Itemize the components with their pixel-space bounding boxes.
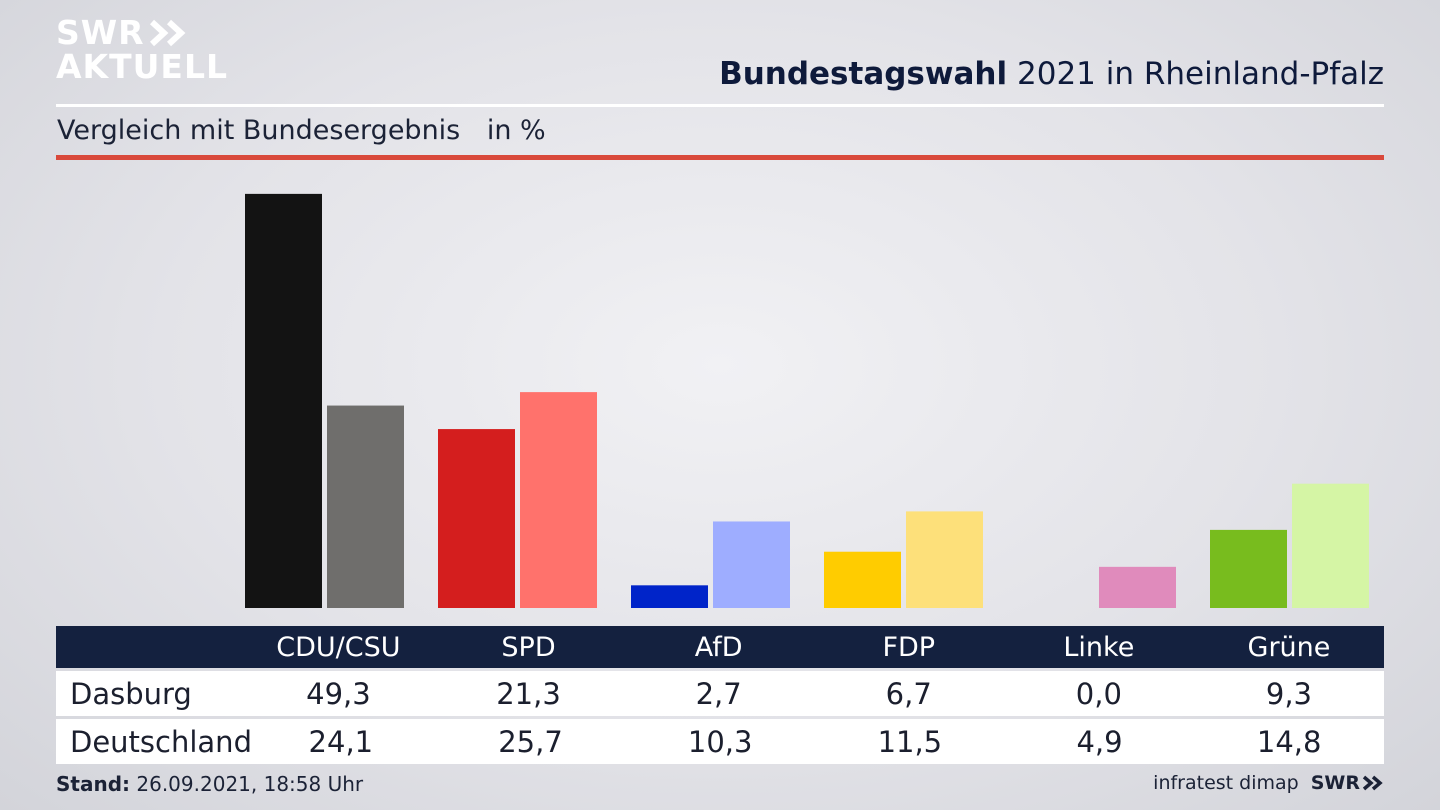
- title-rest: 2021 in Rheinland-Pfalz: [1017, 56, 1384, 92]
- page-title: Bundestagswahl 2021 in Rheinland-Pfalz: [719, 56, 1384, 92]
- bar-cducsu-dasburg: [245, 193, 322, 608]
- table-cell: 2,7: [695, 676, 742, 711]
- bar-afd-dasburg: [631, 585, 708, 608]
- stand-label: Stand:: [56, 772, 131, 796]
- title-bold: Bundestagswahl: [719, 56, 1008, 92]
- table-cell: 10,3: [687, 724, 753, 759]
- bar-cducsu-deutschland: [327, 405, 404, 608]
- bar-spd-deutschland: [520, 392, 597, 608]
- logo-aktuell-text: AKTUELL: [56, 47, 229, 86]
- table-cell: 14,8: [1256, 724, 1322, 759]
- bar-chart: [245, 193, 1369, 608]
- table-header-row: CDU/CSU SPD AfD FDP Linke Grüne: [56, 626, 1384, 668]
- column-header: Grüne: [1247, 631, 1331, 663]
- bar-spd-dasburg: [438, 429, 515, 608]
- bar-fdp-dasburg: [824, 551, 901, 608]
- column-header: CDU/CSU: [276, 631, 401, 663]
- table-cell: 9,3: [1265, 676, 1313, 711]
- table-cell: 4,9: [1076, 724, 1123, 759]
- logo-swr-text: SWR: [56, 13, 145, 52]
- swr-footer-logo: SWR: [1311, 772, 1384, 794]
- chart-subtitle: Vergleich mit Bundesergebnis in %: [57, 115, 546, 146]
- bar-linke-deutschland: [1099, 566, 1176, 608]
- row-label: Dasburg: [70, 676, 192, 711]
- swr-footer-text: SWR: [1310, 772, 1360, 794]
- subtitle-text: Vergleich mit Bundesergebnis: [57, 115, 461, 146]
- table-cell: 11,5: [877, 724, 943, 759]
- table-cell: 6,7: [885, 676, 932, 711]
- bar-grne-dasburg: [1210, 529, 1287, 608]
- subtitle-unit: in %: [486, 115, 546, 146]
- column-header: SPD: [501, 631, 556, 663]
- column-header: AfD: [694, 631, 743, 663]
- header-divider: [56, 104, 1384, 107]
- bar-afd-deutschland: [713, 521, 790, 608]
- bar-fdp-deutschland: [906, 511, 983, 608]
- column-header: FDP: [882, 631, 936, 663]
- bar-grne-deutschland: [1292, 483, 1369, 608]
- swr-aktuell-logo: SWR AKTUELL: [56, 16, 228, 84]
- accent-rule: [56, 155, 1384, 160]
- source-credit: infratest dimap SWR: [1153, 772, 1384, 794]
- double-chevron-icon: [149, 19, 186, 47]
- table-cell: 24,1: [308, 724, 374, 759]
- table-row-dasburg: Dasburg 49,3 21,3 2,7 6,7 0,0 9,3: [56, 671, 1384, 716]
- table-row-deutschland: Deutschland 24,1 25,7 10,3 11,5 4,9 14,8: [56, 719, 1384, 764]
- source-text: infratest dimap: [1153, 772, 1299, 794]
- results-table: CDU/CSU SPD AfD FDP Linke Grüne Dasburg …: [56, 626, 1384, 764]
- stand-value: 26.09.2021, 18:58 Uhr: [136, 772, 364, 796]
- column-header: Linke: [1063, 631, 1135, 663]
- row-label: Deutschland: [70, 724, 252, 759]
- timestamp: Stand: 26.09.2021, 18:58 Uhr: [56, 772, 363, 796]
- table-cell: 0,0: [1075, 676, 1122, 711]
- table-cell: 49,3: [306, 676, 371, 711]
- table-cell: 25,7: [498, 724, 563, 759]
- table-cell: 21,3: [496, 676, 561, 711]
- double-chevron-icon: [1362, 775, 1383, 791]
